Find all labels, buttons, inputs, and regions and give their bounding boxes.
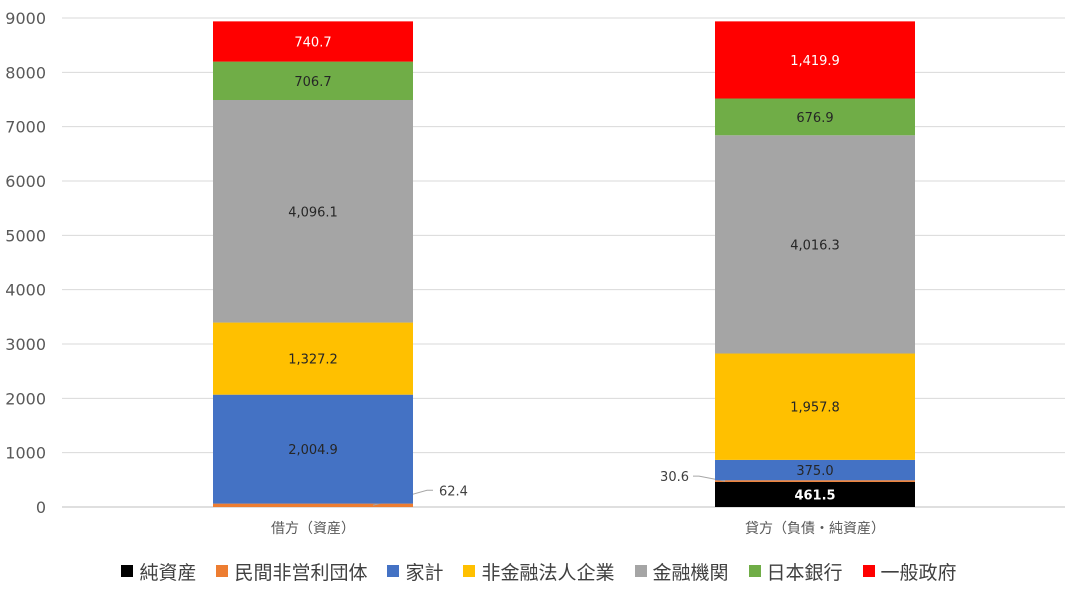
legend-label: 一般政府 [880, 561, 957, 584]
bar-segment [715, 459, 915, 481]
y-tick-label: 8000 [5, 63, 46, 82]
data-label: 2,004.9 [288, 443, 338, 458]
y-tick-label: 6000 [5, 172, 46, 191]
bar-segment [715, 480, 915, 482]
chart-area: 0 1000 2000 3000 4000 5000 6000 7000 8000 9000 62.… [5, 9, 1065, 537]
legend-item: 一般政府 [862, 558, 957, 585]
legend-swatch [216, 565, 229, 577]
legend-label: 非金融法人企業 [481, 561, 615, 584]
legend-swatch [121, 565, 134, 577]
data-label: 461.5 [794, 488, 835, 503]
x-category-label: 借方（資産） [271, 521, 355, 537]
data-label: 30.6 [660, 470, 689, 485]
bar-segment [213, 21, 413, 62]
legend-item: 非金融法人企業 [463, 558, 615, 585]
legend-swatch [387, 565, 400, 577]
bar-segment [213, 394, 413, 504]
data-label: 4,096.1 [288, 205, 338, 220]
legend-item: 民間非営利団体 [216, 558, 367, 585]
bar-segment [715, 353, 915, 460]
legend-label: 日本銀行 [766, 561, 843, 584]
data-label: 1,419.9 [790, 54, 840, 69]
data-label: 676.9 [796, 111, 833, 126]
y-tick-label: 2000 [5, 389, 46, 408]
y-tick-label: 1000 [5, 444, 46, 463]
bar-segment [715, 98, 915, 136]
bar-segment [715, 481, 915, 507]
bar-segment [213, 100, 413, 323]
y-tick-label: 9000 [5, 9, 46, 28]
y-tick-label: 4000 [5, 281, 46, 300]
data-label: 1,327.2 [288, 353, 338, 368]
bar-segment [715, 21, 915, 99]
legend-item: 金融機関 [634, 558, 729, 585]
legend-swatch [463, 565, 476, 577]
x-category-label: 貸方（負債・純資産） [745, 521, 885, 537]
legend-item: 家計 [387, 558, 443, 585]
y-tick-label: 7000 [5, 118, 46, 137]
data-label: 62.4 [439, 484, 468, 499]
legend-swatch [748, 565, 761, 577]
data-label: 375.0 [796, 464, 833, 479]
y-tick-label: 3000 [5, 335, 46, 354]
data-label: 740.7 [294, 35, 331, 50]
y-tick-label: 0 [36, 498, 46, 517]
y-tick-label: 5000 [5, 226, 46, 245]
data-label: 1,957.8 [790, 401, 840, 416]
bar-segment [213, 61, 413, 101]
bar-segment [715, 135, 915, 354]
data-label: 4,016.3 [790, 238, 840, 253]
legend-swatch [862, 565, 875, 577]
legend-label: 家計 [405, 561, 444, 584]
bar-segment [213, 322, 413, 395]
data-label: 706.7 [294, 75, 331, 90]
legend-label: 純資産 [139, 561, 197, 584]
legend-swatch [634, 565, 647, 577]
legend-label: 民間非営利団体 [234, 561, 368, 584]
legend: 純資産 民間非営利団体 家計 非金融法人企業 金融機関 日本銀行 一般政府 [0, 551, 1078, 591]
legend-item: 日本銀行 [748, 558, 843, 585]
bar-segment [213, 503, 413, 507]
legend-item: 純資産 [121, 558, 196, 585]
stacked-bar-chart: 0 1000 2000 3000 4000 5000 6000 7000 8000 9000 62.… [5, 9, 1065, 537]
legend-label: 金融機関 [652, 561, 729, 584]
